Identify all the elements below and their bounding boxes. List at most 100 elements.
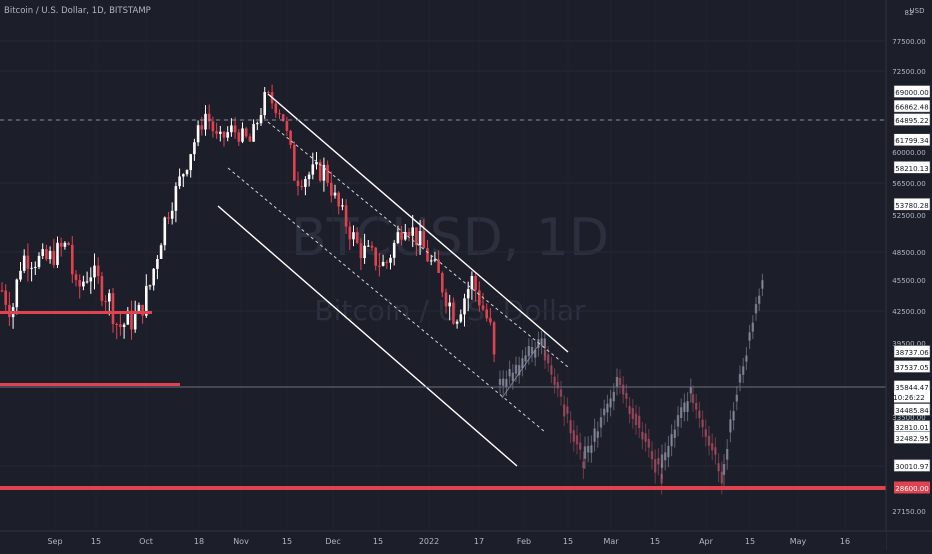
projection-candle — [738, 373, 742, 383]
candle-down — [374, 247, 377, 266]
candle-up — [48, 250, 52, 260]
price-label-box — [893, 360, 931, 373]
price-label-box — [893, 133, 931, 146]
y-tick-label: 56500.00 — [892, 180, 925, 188]
price-label-box — [893, 161, 931, 174]
x-tick-label: Nov — [233, 537, 249, 546]
projection-candle — [714, 447, 717, 455]
projection-candle — [735, 394, 738, 402]
projection-candle — [761, 280, 764, 289]
y-tick-label: 52500.00 — [892, 212, 925, 220]
candle-down — [422, 231, 426, 249]
level-support-major[interactable] — [0, 486, 886, 490]
candle-up — [159, 245, 163, 259]
candle-up — [256, 123, 259, 125]
candle-down — [474, 276, 477, 291]
candle-up — [389, 257, 392, 263]
projection-candle — [729, 419, 732, 433]
candle-down — [485, 309, 488, 319]
candle-down — [0, 290, 4, 292]
level-support-2021[interactable] — [0, 311, 152, 314]
candle-down — [100, 276, 104, 301]
candle-down — [71, 244, 74, 275]
projection-candle — [742, 366, 745, 375]
price-label-box — [893, 85, 931, 98]
channel-inner-lower[interactable] — [227, 167, 546, 433]
candle-up — [352, 232, 355, 240]
channel-lower-line[interactable] — [217, 205, 518, 467]
projection-candle — [593, 428, 596, 442]
x-tick-label: 15 — [745, 537, 755, 546]
channel-upper-line[interactable] — [267, 93, 569, 353]
price-label: 32810.01 — [895, 424, 928, 432]
candle-down — [344, 205, 348, 227]
projection-candle — [534, 349, 537, 358]
x-tick-label: Apr — [699, 537, 714, 546]
projection-candle — [521, 358, 524, 368]
candle-down — [441, 272, 444, 293]
projection-candle — [631, 408, 634, 419]
candle-up — [429, 260, 433, 262]
horizontal-levels[interactable] — [0, 119, 886, 490]
price-axis[interactable]: 82 77500.00 72500.00 69000.00 66862.48 64895.… — [892, 9, 931, 516]
candle-up — [230, 125, 233, 133]
x-tick-label: 15 — [563, 537, 573, 546]
candle-up — [85, 281, 89, 283]
candle-down — [444, 292, 448, 307]
candle-up — [56, 242, 59, 265]
descending-channel[interactable] — [217, 93, 569, 467]
x-tick-label: Feb — [517, 537, 531, 546]
price-label-box — [893, 431, 931, 444]
projection-candle — [748, 332, 751, 341]
candles — [0, 84, 496, 363]
price-label: 69000.00 — [895, 89, 928, 97]
projection-candle — [691, 394, 695, 403]
candle-down — [67, 242, 70, 245]
projection-candle — [667, 445, 670, 458]
candle-down — [330, 182, 333, 196]
projection-candle — [622, 384, 625, 395]
candle-down — [233, 125, 237, 133]
price-label-box — [893, 113, 931, 126]
projection-candle — [680, 407, 683, 418]
candle-up — [63, 242, 67, 247]
channel-inner-upper[interactable] — [267, 121, 569, 368]
candle-up — [433, 259, 437, 261]
candle-up — [411, 227, 414, 236]
candle-up — [241, 128, 244, 142]
candle-down — [300, 185, 303, 188]
candle-down — [215, 131, 218, 134]
projection-candle — [587, 446, 590, 453]
candle-down — [318, 161, 322, 181]
price-label: 37537.05 — [895, 364, 928, 372]
candle-up — [463, 298, 466, 315]
projection-candle — [711, 443, 714, 451]
candle-down — [74, 274, 78, 281]
projection-candle — [726, 449, 729, 460]
candle-up — [418, 231, 422, 246]
candle-up — [174, 186, 178, 211]
candle-down — [207, 113, 211, 122]
candle-down — [222, 131, 226, 138]
candle-down — [200, 125, 204, 130]
projection-candle — [569, 420, 572, 434]
projection-candle — [583, 446, 587, 459]
candle-down — [481, 305, 485, 310]
projection-candle — [638, 415, 641, 429]
candle-up — [307, 174, 311, 180]
candle-up — [156, 258, 159, 269]
candle-down — [378, 265, 381, 267]
x-tick-label: Sep — [47, 537, 62, 546]
projection-candle — [745, 355, 748, 362]
projection-candle — [599, 417, 603, 428]
time-axis[interactable]: Sep 15 Oct 18 Nov 15 Dec 15 2022 17 Feb 15 Mar 15 Apr 1… — [47, 537, 850, 546]
projection-candle — [547, 354, 550, 364]
candle-down — [407, 232, 411, 236]
projection-candle — [634, 413, 638, 426]
projection-candle — [641, 431, 644, 440]
candle-up — [448, 302, 451, 307]
level-support-mid[interactable] — [0, 383, 180, 386]
candle-up — [470, 276, 474, 290]
